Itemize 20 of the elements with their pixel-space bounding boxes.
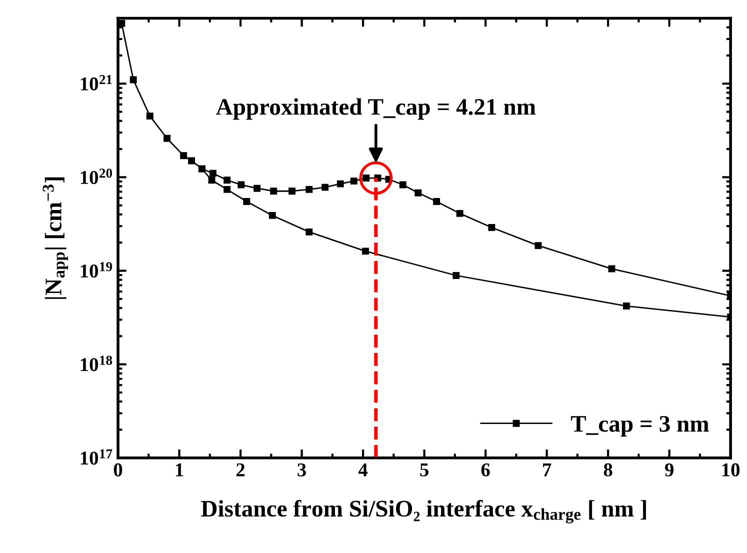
x-tick-label: 7	[543, 464, 552, 476]
y-tick-label: 10$^{18}$	[80, 356, 112, 372]
x-tick-label: 8	[604, 463, 612, 476]
x-tick-label: 3	[298, 463, 306, 476]
x-tick-label: 4	[358, 463, 368, 476]
x-tick-label: 2	[236, 463, 245, 476]
y-tick-label: 10$^{19}$	[80, 262, 112, 278]
x-tick-label: 5	[420, 464, 428, 476]
x-tick-label: 9	[664, 463, 674, 476]
y-tick-label: 10$^{21}$	[80, 75, 112, 90]
y-tick-label: 10$^{17}$	[80, 449, 112, 465]
x-tick-label: 0	[114, 463, 122, 476]
x-tick-label: 6	[481, 463, 490, 476]
x-tick-label: 10	[722, 463, 740, 476]
legend-label: T_cap = 3 nm	[570, 416, 709, 437]
annotation: Approximated T_cap = 4.21 nm	[216, 98, 536, 120]
x-axis-title: Distance from Si/SiO₂ interface x$_{charge}$ [ nm ]	[201, 500, 646, 524]
y-axis-title: |N$_{app}$| [cm$^{−3}$]	[42, 177, 68, 299]
y-tick-label: 10$^{20}$	[80, 168, 112, 184]
x-tick-label: 1	[176, 463, 184, 476]
